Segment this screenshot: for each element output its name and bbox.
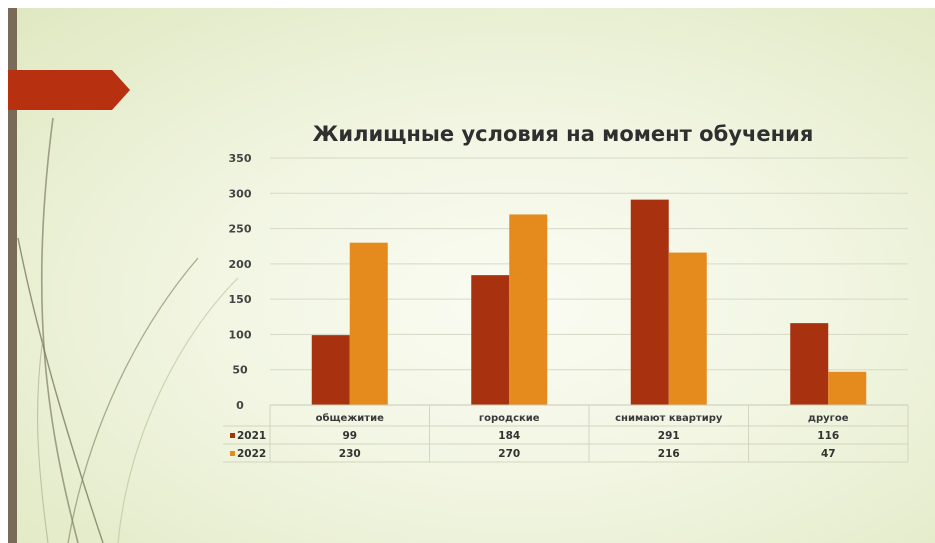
y-tick-label: 300 (229, 187, 252, 200)
bar-2022-2 (509, 214, 548, 405)
y-tick-label: 0 (236, 399, 244, 412)
y-tick-label: 200 (229, 258, 252, 271)
table-cell-2022-3: 216 (658, 448, 680, 460)
table-cell-2022-2: 270 (498, 448, 520, 460)
table-cell-2022-4: 47 (821, 448, 836, 460)
category-label: общежитие (316, 412, 384, 424)
category-label: городские (479, 413, 540, 424)
bar-chart: Жилищные условия на момент обучения 0 50 1… (223, 122, 909, 463)
bar-2022-1 (349, 242, 388, 405)
bar-2021-1 (311, 335, 350, 405)
bar-2021-2 (471, 275, 510, 405)
chart-title: Жилищные условия на момент обучения (313, 122, 814, 146)
table-cell-2021-2: 184 (498, 430, 520, 442)
decorative-curves (17, 117, 239, 543)
y-tick-label: 50 (232, 364, 248, 377)
y-tick-label: 150 (229, 293, 252, 306)
bar-2021-3 (630, 199, 669, 405)
bar-2021-4 (790, 323, 829, 405)
y-tick-label: 250 (229, 223, 252, 236)
legend-label-2021: 2021 (237, 430, 266, 442)
y-tick-label: 100 (229, 328, 252, 341)
table-cell-2021-1: 99 (342, 430, 357, 442)
arrow-banner (8, 70, 130, 110)
table-cell-2021-3: 291 (658, 430, 680, 442)
legend-label-2022: 2022 (237, 448, 266, 460)
legend-swatch-2021 (230, 433, 235, 438)
left-accent-bar (8, 8, 17, 543)
y-tick-label: 350 (229, 152, 252, 165)
legend-swatch-2022 (230, 451, 235, 456)
table-cell-2021-4: 116 (817, 430, 839, 442)
category-label: снимают квартиру (615, 413, 723, 424)
slide: Жилищные условия на момент обучения 0 50 1… (8, 8, 935, 543)
bar-2022-3 (668, 252, 707, 405)
category-label: другое (808, 413, 849, 424)
bar-2022-4 (828, 371, 867, 405)
table-cell-2022-1: 230 (339, 448, 361, 460)
